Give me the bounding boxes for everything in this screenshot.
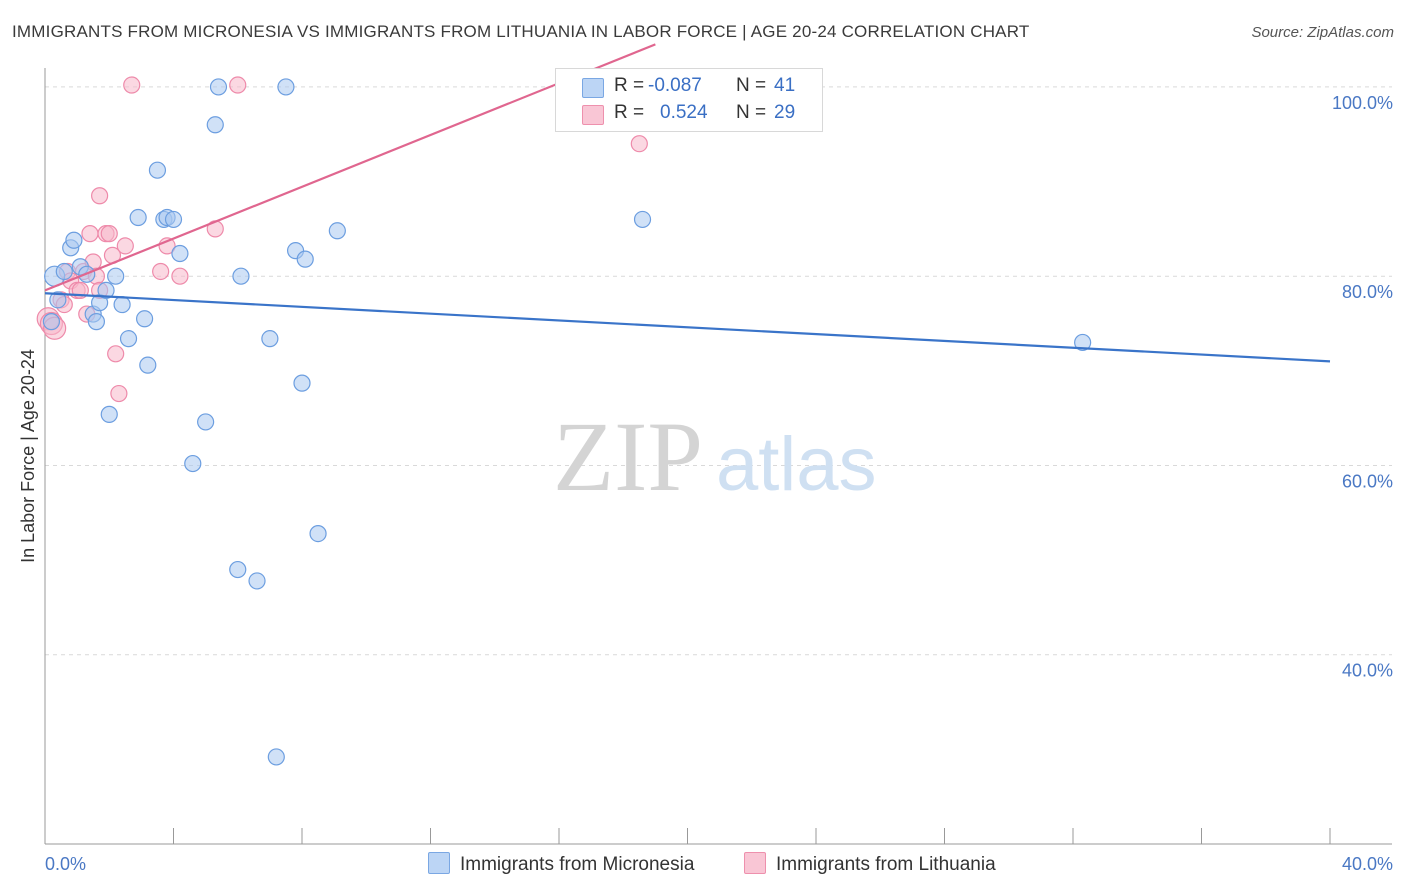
legend-r-label: R = <box>614 75 645 96</box>
legend-n-value: 29 <box>774 102 796 123</box>
micronesia-point <box>206 116 224 134</box>
micronesia-point <box>49 291 67 309</box>
lithuania-point <box>630 135 648 153</box>
lithuania-point <box>152 262 170 281</box>
lithuania-point <box>116 237 134 255</box>
bottom-legend-label: Immigrants from Micronesia <box>460 854 695 875</box>
micronesia-point <box>293 374 311 392</box>
micronesia-point <box>261 330 279 348</box>
micronesia-point <box>148 161 167 179</box>
micronesia-point <box>296 250 314 268</box>
micronesia-point <box>129 208 147 227</box>
legend-swatch-lithuania <box>582 105 604 125</box>
micronesia-point <box>633 210 652 229</box>
x-tick-label: 40.0% <box>1342 854 1393 874</box>
micronesia-point <box>87 313 106 331</box>
legend-n-value: 41 <box>774 75 796 96</box>
chart-title: IMMIGRANTS FROM MICRONESIA VS IMMIGRANTS… <box>12 22 1030 41</box>
micronesia-point <box>277 78 295 96</box>
micronesia-point <box>248 572 266 590</box>
micronesia-point <box>197 413 215 431</box>
micronesia-point <box>119 330 138 348</box>
micronesia-point <box>139 356 157 374</box>
micronesia-point <box>97 281 115 299</box>
micronesia-point <box>65 231 83 249</box>
bottom-legend-micronesia: Immigrants from Micronesia <box>428 852 694 876</box>
micronesia-point <box>55 262 73 281</box>
x-tick-labels: 0.0% 40.0% <box>45 854 1393 874</box>
lithuania-point <box>81 225 99 243</box>
micronesia-point <box>107 267 125 285</box>
micronesia-point <box>42 313 61 331</box>
correlation-legend: R = -0.087 N = 41 R = 0.524 N = 29 <box>555 68 823 132</box>
micronesia-point <box>171 244 189 263</box>
micronesia-point <box>113 295 131 314</box>
micronesia-point <box>184 454 202 473</box>
y-tick-label: 60.0% <box>1342 471 1393 491</box>
micronesia-trend-line <box>44 292 1331 363</box>
lithuania-point <box>107 345 125 363</box>
bottom-swatch-micronesia <box>428 852 450 874</box>
lithuania-trend-line <box>44 43 656 292</box>
series-micronesia-points <box>42 78 1092 766</box>
y-tick-label: 80.0% <box>1342 282 1393 302</box>
axes <box>44 68 1392 845</box>
bottom-legend-lithuania: Immigrants from Lithuania <box>744 852 996 876</box>
bottom-legend-label: Immigrants from Lithuania <box>776 854 996 875</box>
micronesia-point <box>267 748 285 766</box>
lithuania-point <box>229 76 247 94</box>
watermark: ZIP atlas <box>553 401 877 512</box>
x-tick-label: 0.0% <box>45 854 86 874</box>
legend-swatch-micronesia <box>582 78 604 98</box>
lithuania-point <box>100 225 118 243</box>
y-tick-labels: 100.0% 80.0% 60.0% 40.0% <box>1332 93 1393 681</box>
micronesia-point <box>1074 333 1092 352</box>
watermark-zip: ZIP <box>553 401 703 512</box>
trend-lines <box>44 43 1331 363</box>
lithuania-point <box>91 187 109 205</box>
micronesia-point <box>229 560 247 579</box>
chart-source: Source: ZipAtlas.com <box>1251 24 1394 41</box>
micronesia-point <box>100 405 118 423</box>
legend-r-label: R = <box>614 102 645 123</box>
micronesia-point <box>309 524 327 543</box>
lithuania-point <box>171 267 189 285</box>
y-tick-label: 40.0% <box>1342 661 1393 681</box>
micronesia-point <box>328 222 346 240</box>
micronesia-point <box>209 78 228 96</box>
watermark-atlas: atlas <box>716 422 877 507</box>
micronesia-point <box>232 267 250 285</box>
legend-r-value: 0.524 <box>660 102 708 123</box>
lithuania-point <box>123 76 141 94</box>
micronesia-point <box>135 310 154 328</box>
y-tick-label: 100.0% <box>1332 93 1393 113</box>
legend-n-label: N = <box>736 75 767 96</box>
legend-r-value: -0.087 <box>648 75 702 96</box>
legend-n-label: N = <box>736 102 767 123</box>
bottom-swatch-lithuania <box>744 852 766 874</box>
micronesia-point <box>164 210 183 229</box>
lithuania-point <box>110 384 128 403</box>
y-axis-label: In Labor Force | Age 20-24 <box>18 349 38 563</box>
grid-lines <box>45 86 1392 656</box>
